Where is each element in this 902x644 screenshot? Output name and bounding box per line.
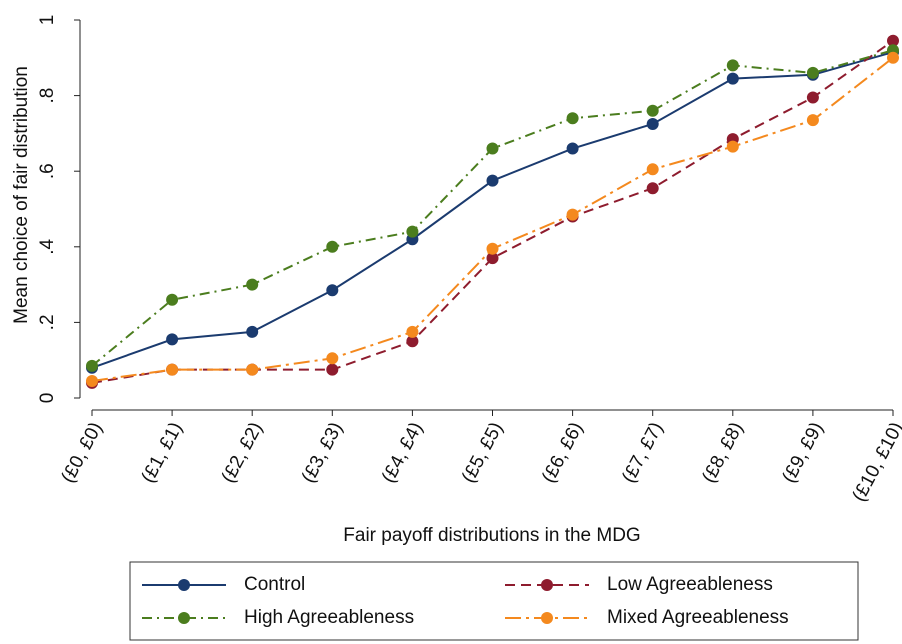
data-point (887, 51, 899, 64)
legend-marker (178, 579, 190, 591)
data-point (246, 278, 259, 291)
data-point (486, 142, 499, 155)
y-tick-label: .2 (37, 314, 58, 330)
x-tick-label: (£1, £1) (138, 419, 187, 487)
y-tick-label: .8 (37, 88, 58, 104)
legend-label: Control (244, 574, 305, 595)
legend-label: Low Agreeableness (607, 574, 773, 595)
x-tick-label: (£8, £8) (698, 419, 747, 487)
data-point (406, 335, 419, 348)
legend-marker (178, 612, 190, 624)
x-tick-label: (£9, £9) (778, 419, 827, 487)
x-tick-label: (£10, £10) (849, 419, 902, 505)
data-point (566, 208, 579, 221)
data-point (326, 284, 339, 297)
data-point (726, 72, 739, 85)
x-axis-label: Fair payoff distributions in the MDG (343, 525, 640, 546)
data-point (486, 174, 499, 187)
data-point (166, 333, 179, 346)
x-tick-label: (£6, £6) (538, 419, 587, 487)
data-point (246, 363, 259, 376)
data-point (566, 142, 579, 155)
data-point (646, 163, 659, 176)
series-line (91, 39, 894, 384)
data-point (406, 325, 419, 338)
legend-marker (541, 612, 553, 624)
data-point (86, 374, 98, 387)
series-line (91, 49, 894, 367)
x-tick-label: (£5, £5) (458, 419, 507, 487)
data-point (806, 66, 819, 79)
x-tick-label: (£4, £4) (378, 419, 427, 487)
data-point (887, 34, 899, 47)
data-point (86, 359, 98, 372)
y-axis-label: Mean choice of fair distribution (11, 66, 32, 324)
data-point (726, 140, 739, 153)
y-tick-label: .4 (37, 238, 58, 254)
data-point (326, 352, 339, 365)
data-point (486, 252, 499, 265)
series-line (91, 51, 894, 369)
y-tick-label: 0 (37, 393, 58, 404)
data-point (246, 325, 259, 338)
data-point (326, 240, 339, 253)
data-point (806, 114, 819, 127)
legend-marker (541, 579, 553, 591)
x-tick-label: (£2, £2) (218, 419, 267, 487)
y-tick-label: 1 (37, 15, 58, 26)
legend-label: Mixed Agreeableness (607, 607, 789, 628)
data-point (566, 112, 579, 125)
x-tick-label: (£3, £3) (298, 419, 347, 487)
data-point (646, 104, 659, 117)
data-point (166, 293, 179, 306)
data-point (326, 363, 339, 376)
data-point (646, 182, 659, 195)
series-line (91, 57, 894, 382)
data-point (166, 363, 179, 376)
data-point (806, 91, 819, 104)
legend-label: High Agreeableness (244, 607, 414, 628)
data-point (646, 117, 659, 130)
x-tick-label: (£7, £7) (618, 419, 667, 487)
data-point (486, 242, 499, 255)
data-point (406, 225, 419, 238)
x-tick-label: (£0, £0) (58, 419, 107, 487)
data-point (726, 59, 739, 72)
legend-box (129, 561, 859, 641)
y-tick-label: .6 (37, 163, 58, 179)
